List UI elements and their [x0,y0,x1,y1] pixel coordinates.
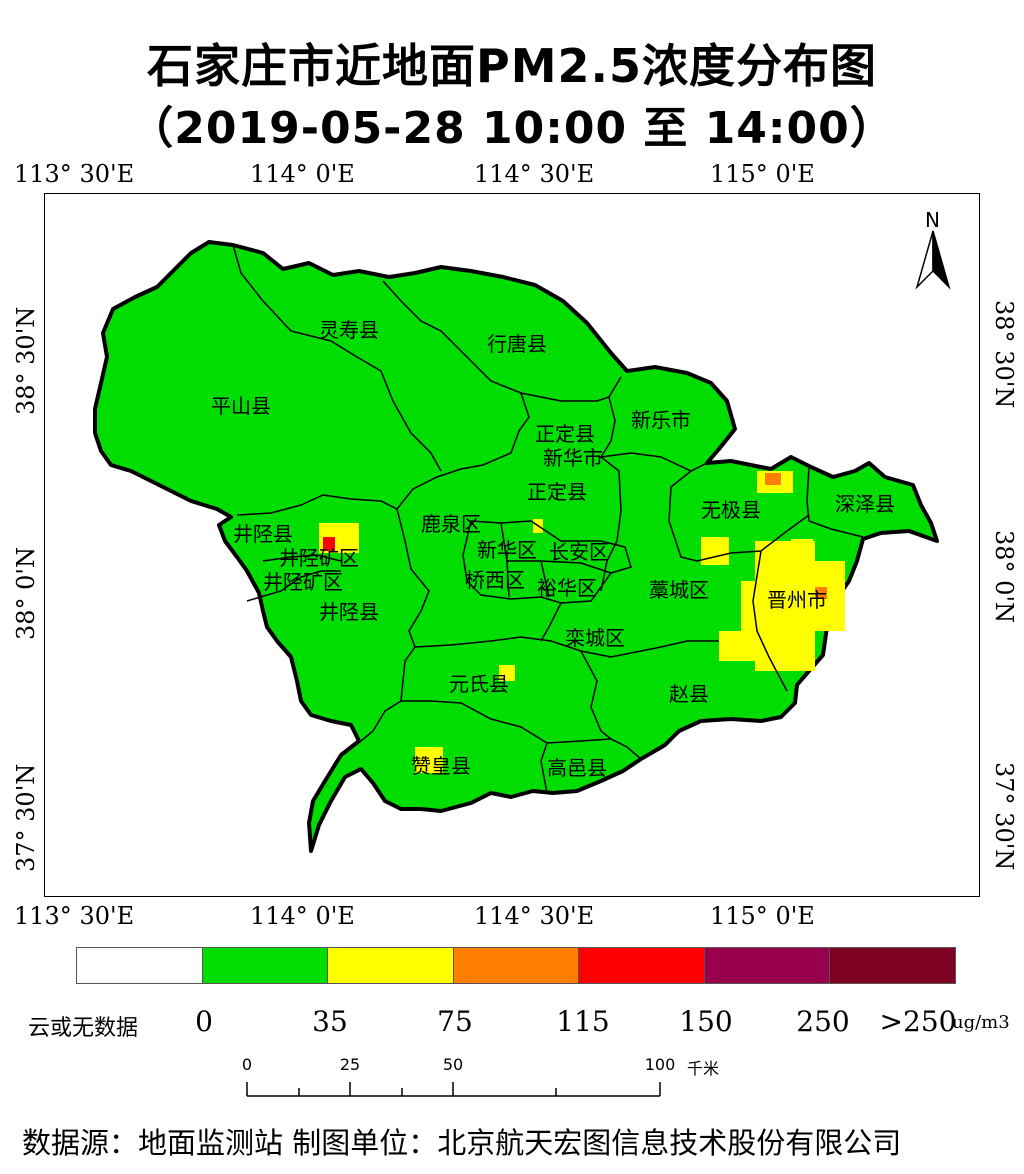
map-subtitle: （2019-05-28 10:00 至 14:00） [129,103,895,154]
district-label: 晋州市 [767,588,827,612]
district-label: 新华区 [477,538,537,562]
lon-tick-bottom-4: 115° 0'E [710,902,815,930]
district-label: 鹿泉区 [421,512,481,536]
scale-bar [246,1082,661,1097]
lat-tick-left-2: 38° 0'N [12,546,40,640]
district-label: 桥西区 [465,568,525,592]
legend-tick: 75 [437,1005,473,1038]
district-label: 井陉县 [233,522,293,546]
legend-tick: 0 [195,1005,213,1038]
legend-tick: >250 [879,1005,957,1038]
district-label: 裕华区 [537,576,597,600]
district-label: 无极县 [701,498,761,522]
lat-tick-left-3: 38° 30'N [12,306,40,415]
map-canvas: 灵寿县 行唐县 平山县 新乐市 正定县 新华市 正定县 井陉县 鹿泉区 新华区 … [93,208,951,853]
scale-label: 100 [644,1055,676,1074]
lon-tick-top-3: 114° 30'E [474,160,595,188]
lat-tick-right-3: 38° 30'N [990,300,1018,409]
legend-color-bar [76,947,956,984]
footer-credits: 数据源：地面监测站 制图单位：北京航天宏图信息技术股份有限公司 [22,1126,902,1160]
legend-swatch-115-150 [579,948,705,983]
district-label: 栾城区 [565,626,625,650]
district-label: 井陉矿区 [263,570,343,594]
lon-tick-bottom-3: 114° 30'E [474,902,595,930]
district-label: 井陉县 [319,600,379,624]
lon-tick-top-2: 114° 0'E [250,160,355,188]
district-label: 行唐县 [487,332,547,356]
map-frame: 灵寿县 行唐县 平山县 新乐市 正定县 新华市 正定县 井陉县 鹿泉区 新华区 … [44,193,980,897]
district-label: 灵寿县 [319,318,379,342]
legend-tick: 35 [312,1005,348,1038]
district-label: 新乐市 [631,408,691,432]
pm25-red-zone [323,537,335,551]
district-label: 井陉矿区 [279,546,359,570]
legend-nodata-label: 云或无数据 [28,1016,139,1041]
lat-tick-right-1: 37° 30'N [990,762,1018,871]
map-title: 石家庄市近地面PM2.5浓度分布图 [147,39,877,93]
district-boundaries [232,244,864,794]
scale-label: 25 [339,1055,361,1074]
north-arrow-icon: N [915,208,951,290]
district-label: 正定县 [527,480,587,504]
scale-label: 0 [241,1055,253,1074]
lat-tick-left-1: 37° 30'N [12,763,40,872]
district-label: 新华市 [543,446,603,470]
district-label: 平山县 [211,394,271,418]
district-label: 高邑县 [547,756,607,780]
district-label: 元氏县 [449,672,509,696]
legend-tick: 250 [796,1005,850,1038]
district-label: 藁城区 [649,578,709,602]
lon-tick-bottom-1: 113° 30'E [14,902,135,930]
district-label: 长安区 [549,540,609,564]
legend-tick: 115 [556,1005,610,1038]
pm25-orange-zones [765,473,827,599]
legend-swatch-over-250 [830,948,956,983]
svg-text:N: N [925,208,940,232]
legend-swatch-35-75 [328,948,454,983]
lon-tick-top-4: 115° 0'E [710,160,815,188]
legend-swatch-150-250 [704,948,831,983]
scale-label: 50 [442,1055,464,1074]
legend-swatch-nodata [77,948,203,983]
legend-swatch-75-115 [453,948,580,983]
lon-tick-top-1: 113° 30'E [14,160,135,188]
lat-tick-right-2: 38° 0'N [990,530,1018,624]
city-boundary [93,240,939,853]
district-labels: 灵寿县 行唐县 平山县 新乐市 正定县 新华市 正定县 井陉县 鹿泉区 新华区 … [211,318,895,780]
pm25-yellow-zones [319,471,845,773]
scale-unit: 千米 [686,1059,720,1078]
district-label: 赞皇县 [411,754,471,778]
legend-tick: 150 [679,1005,733,1038]
lon-tick-bottom-2: 114° 0'E [250,902,355,930]
district-label: 深泽县 [835,492,895,516]
legend-swatch-0-35 [202,948,329,983]
district-label: 赵县 [669,682,709,706]
legend-unit: ug/m3 [952,1012,1010,1033]
district-label: 正定县 [535,422,595,446]
